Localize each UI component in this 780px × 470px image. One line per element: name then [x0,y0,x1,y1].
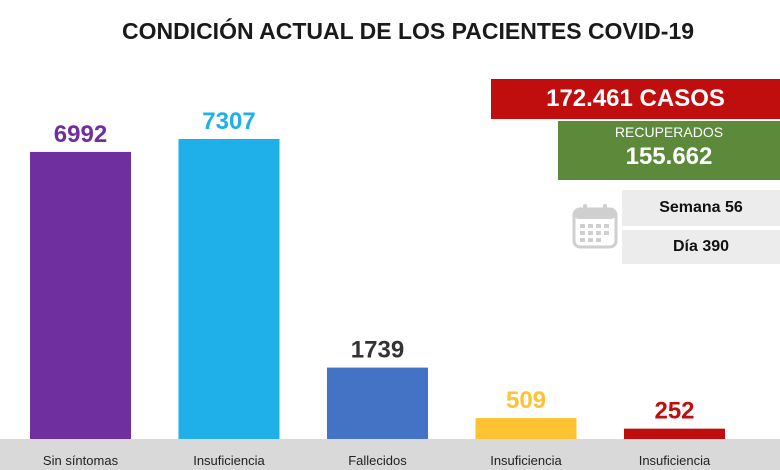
value-label-4: 509 [506,387,546,414]
recovered-badge: RECUPERADOS 155.662 [558,121,780,180]
value-label-5: 252 [654,398,694,425]
category-label-3: Fallecidos [348,453,407,468]
recovered-value: 155.662 [625,143,713,170]
day-label: Día 390 [622,230,780,264]
category-label-2: Insuficiencia [193,453,265,468]
value-label-3: 1739 [351,337,404,364]
calendar-icon [572,204,618,249]
value-label-2: 7307 [202,108,255,135]
category-label-4: Insuficiencia [490,453,562,468]
category-label-5: Insuficiencia [639,453,711,468]
week-label: Semana 56 [622,190,780,226]
bar-5 [624,428,725,439]
x-axis [0,439,780,470]
total-cases-badge: 172.461 CASOS [491,79,780,119]
recovered-label: RECUPERADOS [614,124,724,140]
category-label-1: Sin síntomas [43,453,119,468]
bar-3 [327,367,428,439]
bar-1 [30,151,131,439]
bar-4 [475,418,577,439]
value-label-1: 6992 [54,121,107,148]
page-title: CONDICIÓN ACTUAL DE LOS PACIENTES COVID-… [121,18,695,44]
bar-2 [178,139,280,439]
